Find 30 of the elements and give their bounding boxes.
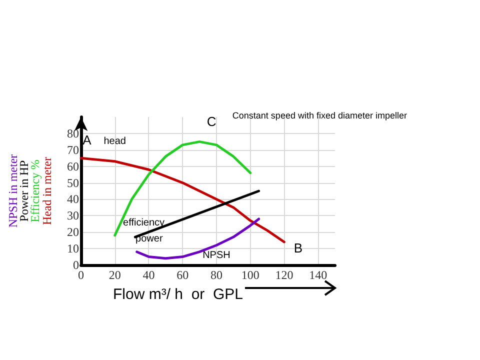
y-tick-label: 30 xyxy=(67,208,79,223)
annotation: B xyxy=(294,240,303,256)
x-tick-label: 120 xyxy=(275,268,294,282)
annotation: C xyxy=(206,114,216,130)
x-tick-label: 40 xyxy=(142,268,155,282)
y-tick-label: 60 xyxy=(67,159,79,174)
x-tick-label: 140 xyxy=(309,268,328,282)
series-label: power xyxy=(136,234,164,245)
text: Power in HP xyxy=(17,160,31,222)
series-label: NPSH xyxy=(202,250,230,261)
x-tick-label: 80 xyxy=(210,268,222,282)
y-tick-label: 10 xyxy=(67,242,79,256)
x-tick-label: 20 xyxy=(108,268,121,282)
y-tick-label: 80 xyxy=(67,126,79,140)
chart-title: Constant speed with fixed diameter impeller xyxy=(232,110,408,120)
annotation: A xyxy=(82,132,92,148)
y-tick-label: 50 xyxy=(67,176,79,190)
y-tick-label: 0 xyxy=(73,258,79,272)
series-label: head xyxy=(104,136,126,147)
x-tick-label: 60 xyxy=(176,268,189,282)
y-tick-label: 70 xyxy=(67,142,79,157)
y-axis-title: Head in meter xyxy=(40,157,54,225)
y-tick-label: 20 xyxy=(67,225,79,240)
series-label: efficiency xyxy=(123,218,165,229)
text: Efficiency % xyxy=(28,160,42,222)
line-series xyxy=(80,156,286,244)
x-axis-title: Flow m³/ h or GPL xyxy=(113,286,244,303)
text: NPSH in meter xyxy=(6,154,20,228)
x-tick-label: 100 xyxy=(241,268,260,282)
y-tick-label: 40 xyxy=(67,192,79,206)
